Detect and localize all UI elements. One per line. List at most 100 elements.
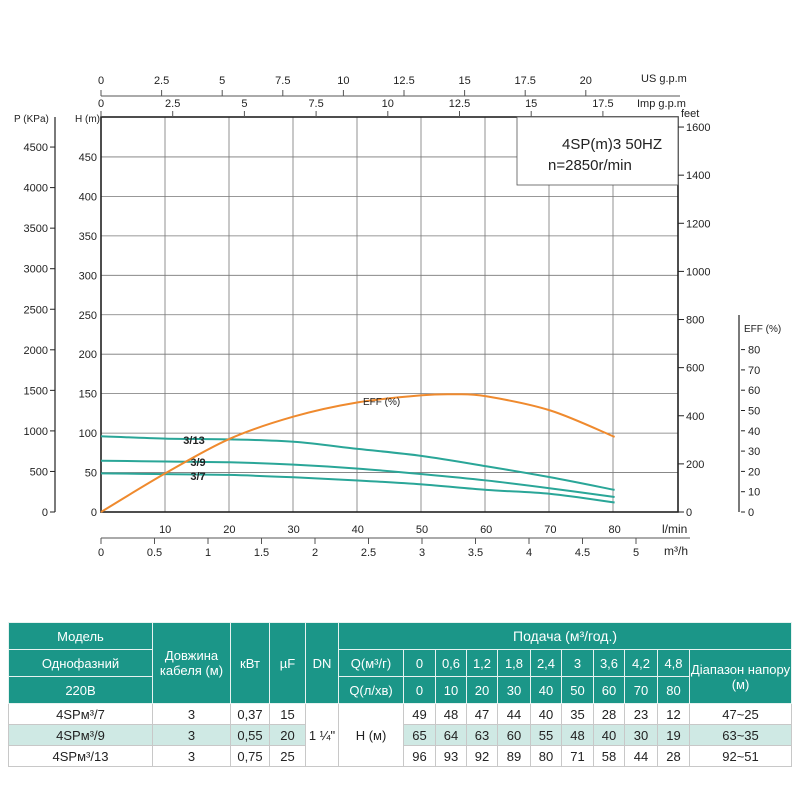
h-tick-label: 400 xyxy=(79,191,97,203)
imp-gpm-tick-label: 15 xyxy=(525,98,537,110)
imp-gpm-tick-label: 12.5 xyxy=(449,98,470,110)
head-value-cell: 48 xyxy=(561,724,594,746)
head-value-cell: 65 xyxy=(403,724,436,746)
head-value-cell: 19 xyxy=(657,724,690,746)
m3h-tick-label: 0 xyxy=(98,547,104,559)
eff-tick-label: 70 xyxy=(748,365,760,377)
x-tick-label: 40 xyxy=(352,524,364,536)
model-cell: 4SPм³/7 xyxy=(8,703,153,725)
flow-m3h-value: 2,4 xyxy=(530,649,562,677)
head-value-cell: 49 xyxy=(403,703,436,725)
imp-gpm-tick-label: 7.5 xyxy=(308,98,323,110)
flow-m3h-value: 0 xyxy=(403,649,436,677)
head-value-cell: 47 xyxy=(466,703,498,725)
imp-gpm-tick-label: 0 xyxy=(98,98,104,110)
head-value-cell: 60 xyxy=(497,724,531,746)
power-cell: 0,55 xyxy=(230,724,270,746)
flow-lmin-value: 60 xyxy=(593,676,625,704)
h-tick-label: 50 xyxy=(85,468,97,480)
head-value-cell: 92 xyxy=(466,745,498,767)
m3h-tick-label: 4.5 xyxy=(575,547,590,559)
model-cell: 4SPм³/9 xyxy=(8,724,153,746)
flow-lmin-value: 0 xyxy=(403,676,436,704)
title-box xyxy=(516,116,679,186)
series-line-EFF xyxy=(100,393,615,513)
us-gpm-tick-label: 2.5 xyxy=(154,75,169,87)
eff-tick-label: 20 xyxy=(748,466,760,478)
head-value-cell: 89 xyxy=(497,745,531,767)
flow-m3h-value: 3,6 xyxy=(593,649,625,677)
m3h-tick-label: 1.5 xyxy=(254,547,269,559)
p-tick-label: 3000 xyxy=(24,264,48,276)
flow-m3h-value: 4,8 xyxy=(657,649,690,677)
head-value-cell: 64 xyxy=(435,724,467,746)
table-row: 4SPм³/13 3 0,75 25 96 93 92 89 80 71 58 44 28 92~51 xyxy=(8,745,792,767)
feet-tick-label: 1200 xyxy=(686,218,710,230)
capacitor-cell: 20 xyxy=(269,724,306,746)
h-tick-label: 100 xyxy=(79,428,97,440)
x-tick-label: 20 xyxy=(223,524,235,536)
head-range-header: Діапазон напору (м) xyxy=(689,649,792,704)
eff-tick-label: 50 xyxy=(748,406,760,418)
model-cell: 4SPм³/13 xyxy=(8,745,153,767)
imp-gpm-tick-label: 10 xyxy=(382,98,394,110)
x-axis-label: l/min xyxy=(662,522,687,536)
us-gpm-tick-label: 5 xyxy=(219,75,225,87)
x-tick-label: 10 xyxy=(159,524,171,536)
chart-subtitle: n=2850r/min xyxy=(548,157,632,174)
h-tick-label: 200 xyxy=(79,349,97,361)
power-cell: 0,75 xyxy=(230,745,270,767)
cable-cell: 3 xyxy=(152,703,231,725)
power-header: кВт xyxy=(230,622,270,704)
series-line-37 xyxy=(100,472,615,504)
p-tick-label: 0 xyxy=(42,507,48,519)
head-value-cell: 23 xyxy=(624,703,658,725)
m3h-tick-label: 2 xyxy=(312,547,318,559)
head-value-cell: 80 xyxy=(530,745,562,767)
us-gpm-tick-label: 17.5 xyxy=(514,75,535,87)
h-tick-label: 150 xyxy=(79,389,97,401)
head-value-cell: 40 xyxy=(530,703,562,725)
h-tick-label: 450 xyxy=(79,152,97,164)
p-tick-label: 4500 xyxy=(24,142,48,154)
head-value-cell: 30 xyxy=(624,724,658,746)
head-value-cell: 58 xyxy=(593,745,625,767)
p-tick-label: 2000 xyxy=(24,345,48,357)
us-gpm-tick-label: 0 xyxy=(98,75,104,87)
series-label: 3/9 xyxy=(190,457,205,469)
head-range-cell: 47~25 xyxy=(689,703,792,725)
head-value-cell: 48 xyxy=(435,703,467,725)
header-row: Модель Довжина кабеля (м) кВт µF DN Подача (м… xyxy=(8,622,792,704)
imp-gpm-label: Imp g.p.m xyxy=(637,98,686,110)
flow-lmin-value: 10 xyxy=(435,676,467,704)
phase-header: Однофазний xyxy=(8,649,153,677)
h-tick-label: 300 xyxy=(79,270,97,282)
m3h-tick-label: 0.5 xyxy=(147,547,162,559)
eff-curve-label: EFF (%) xyxy=(363,397,400,408)
series-line-313 xyxy=(100,435,615,491)
head-value-cell: 71 xyxy=(561,745,594,767)
h-tick-label: 0 xyxy=(91,507,97,519)
feet-tick-label: 0 xyxy=(686,507,692,519)
feet-tick-label: 800 xyxy=(686,315,704,327)
m3h-tick-label: 3.5 xyxy=(468,547,483,559)
us-gpm-label: US g.p.m xyxy=(641,73,687,85)
x-tick-label: 60 xyxy=(480,524,492,536)
eff-tick-label: 40 xyxy=(748,426,760,438)
flow-lmin-value: 50 xyxy=(561,676,594,704)
flow-m3h-value: 4,2 xyxy=(624,649,658,677)
cable-cell: 3 xyxy=(152,745,231,767)
head-value-cell: 12 xyxy=(657,703,690,725)
imp-gpm-tick-label: 5 xyxy=(241,98,247,110)
series-label: 3/13 xyxy=(183,435,204,447)
feet-tick-label: 200 xyxy=(686,459,704,471)
eff-tick-label: 0 xyxy=(748,507,754,519)
flow-m3h-value: 1,8 xyxy=(497,649,531,677)
x-tick-label: 70 xyxy=(544,524,556,536)
flow-lmin-value: 30 xyxy=(497,676,531,704)
x-tick-label: 30 xyxy=(287,524,299,536)
head-value-cell: 40 xyxy=(593,724,625,746)
flow-lmin-label: Q(л/хв) xyxy=(338,676,404,704)
flow-m3h-value: 0,6 xyxy=(435,649,467,677)
feet-axis-label: feet xyxy=(681,108,699,120)
